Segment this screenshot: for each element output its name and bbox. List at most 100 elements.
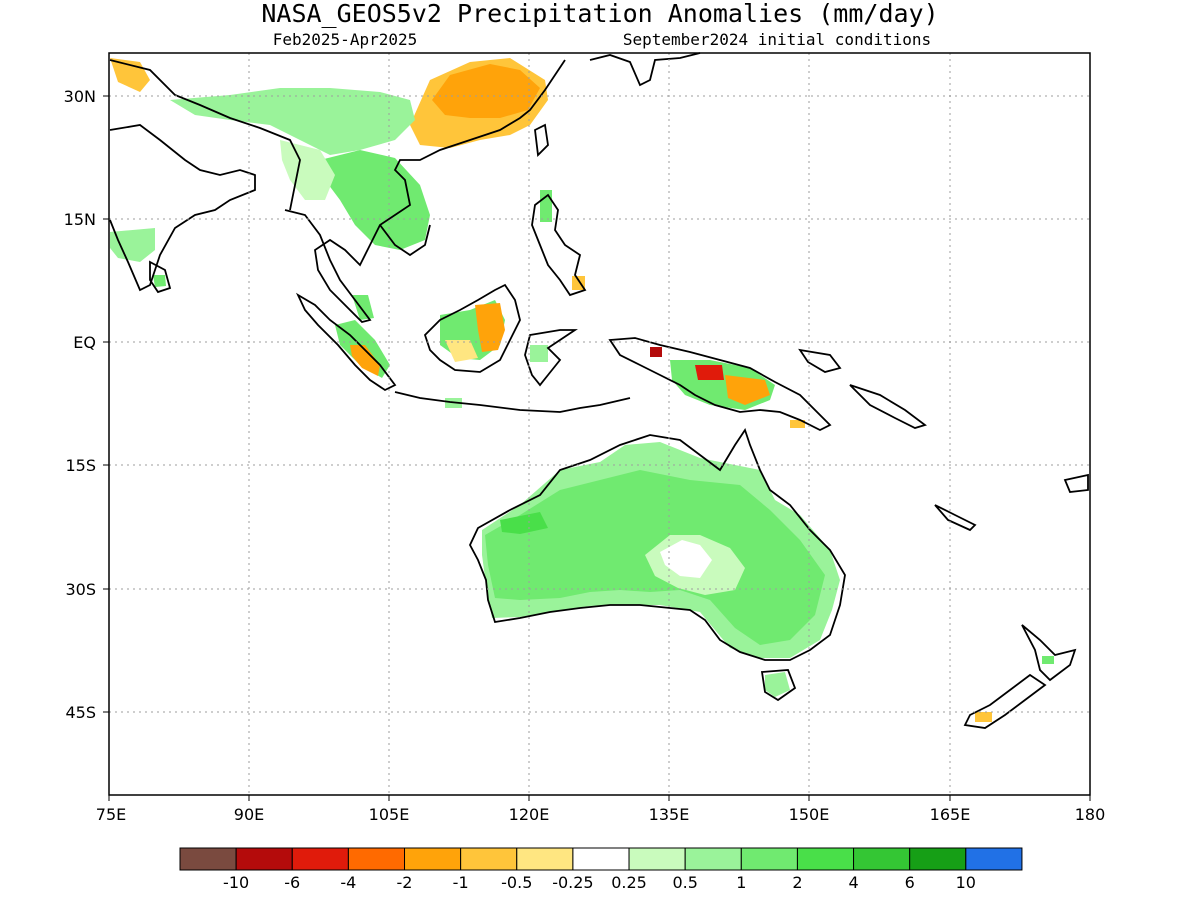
lon-label-120e: 120E <box>509 805 550 824</box>
legend-label: 6 <box>905 873 915 892</box>
shade-indochina-green <box>320 150 430 250</box>
legend-label: -6 <box>284 873 300 892</box>
coast-korea-japan <box>589 52 701 87</box>
plot-area <box>103 52 1091 801</box>
legend-swatch <box>235 847 293 871</box>
lat-label-30s: 30S <box>65 580 96 599</box>
legend-label: -4 <box>340 873 356 892</box>
coast-australia <box>468 427 846 661</box>
legend-label: 0.5 <box>672 873 697 892</box>
shade-newguinea-red <box>695 365 724 380</box>
legend-swatch <box>516 847 574 871</box>
coast-newguinea <box>608 337 832 432</box>
lon-label-150e: 150E <box>789 805 830 824</box>
shade-borneo-orange <box>475 303 505 352</box>
legend-labels: -10 -6 -4 -2 -1 -0.5 -0.25 0.25 0.5 1 2 4 6 10 <box>223 873 976 892</box>
legend-label: 10 <box>956 873 976 892</box>
shade-newguinea-orange <box>725 375 770 405</box>
gridlines <box>109 53 1090 795</box>
legend-swatch <box>291 847 349 871</box>
coast-borneo <box>423 283 521 373</box>
legend-swatch <box>853 847 911 871</box>
shade-china-darker <box>432 64 540 118</box>
lat-label-eq: EQ <box>73 333 96 352</box>
coast-nz-north <box>1021 624 1077 682</box>
lon-label-105e: 105E <box>369 805 410 824</box>
shade-nz-green <box>1042 656 1054 664</box>
legend-swatch <box>740 847 798 871</box>
shade-nz-south <box>975 712 992 722</box>
legend-swatch <box>684 847 742 871</box>
longitude-labels: 75E 90E 105E 120E 135E 150E 165E 180 <box>96 805 1106 824</box>
legend-swatch <box>404 847 462 871</box>
shade-tasmania <box>765 672 790 697</box>
tick-marks <box>103 95 1091 801</box>
coast-sumatra <box>295 292 397 392</box>
coast-tasmania <box>760 669 797 702</box>
legend-swatch <box>572 847 630 871</box>
lon-label-165e: 165E <box>930 805 971 824</box>
lat-label-15n: 15N <box>64 210 96 229</box>
coast-solomons <box>849 384 927 429</box>
lon-label-75e: 75E <box>96 805 126 824</box>
coastlines <box>109 52 1089 729</box>
lat-label-15s: 15S <box>65 456 96 475</box>
coast-nz-south <box>963 673 1047 729</box>
shade-png-east <box>790 420 805 428</box>
legend-label: -1 <box>453 873 469 892</box>
shade-malaya <box>352 295 374 320</box>
shade-srilanka <box>153 275 166 287</box>
legend-swatch <box>460 847 518 871</box>
lon-label-180: 180 <box>1075 805 1106 824</box>
shade-sulawesi <box>530 345 548 362</box>
legend-label: -0.25 <box>552 873 593 892</box>
coast-india <box>109 124 256 292</box>
lat-label-45s: 45S <box>65 703 96 722</box>
shade-philippines <box>540 190 552 222</box>
legend-swatch <box>179 847 237 871</box>
shade-australia-interior-white <box>660 540 712 578</box>
coast-taiwan <box>534 123 549 157</box>
shade-birdshead-red <box>650 347 662 357</box>
plot-background <box>109 53 1090 795</box>
legend-label: -10 <box>223 873 249 892</box>
lon-label-135e: 135E <box>649 805 690 824</box>
legend-label: -0.5 <box>501 873 532 892</box>
legend-label: 1 <box>736 873 746 892</box>
shade-himalaya-green <box>170 88 415 155</box>
legend-swatch <box>347 847 406 871</box>
coast-sulawesi <box>524 329 578 387</box>
legend-label: 0.25 <box>611 873 647 892</box>
shade-sumatra-orange <box>350 345 380 376</box>
coast-srilanka <box>149 260 172 294</box>
coast-philippines <box>531 193 587 297</box>
legend-swatch <box>796 847 855 871</box>
coast-fiji <box>1063 473 1089 493</box>
latitude-labels: 30N 15N EQ 15S 30S 45S <box>64 87 96 722</box>
legend-label: 4 <box>848 873 858 892</box>
lon-label-90e: 90E <box>234 805 264 824</box>
coast-bismarck <box>798 348 842 373</box>
legend-label: -2 <box>397 873 413 892</box>
shade-pakistan-orange <box>110 58 150 92</box>
coast-indochina <box>284 59 566 323</box>
legend-swatch <box>965 847 1023 871</box>
shade-australia-nw-strong <box>500 512 548 534</box>
shade-indochina-light <box>280 140 335 200</box>
lat-label-30n: 30N <box>64 87 96 106</box>
legend-swatch <box>909 847 967 871</box>
period-label: Feb2025-Apr2025 <box>273 30 418 49</box>
coast-new-caledonia <box>934 504 977 532</box>
shade-borneo-yellow <box>445 340 478 362</box>
initial-conditions-label: September2024 initial conditions <box>623 30 931 49</box>
shade-india-west <box>110 228 155 262</box>
legend-label: 2 <box>792 873 802 892</box>
color-legend <box>179 847 1023 871</box>
legend-swatch <box>628 847 686 871</box>
plot-frame <box>108 52 1091 796</box>
anomaly-shading <box>110 58 1054 722</box>
map-title: NASA_GEOS5v2 Precipitation Anomalies (mm… <box>261 0 938 28</box>
coast-himalaya <box>109 59 301 211</box>
coast-java <box>394 391 631 413</box>
